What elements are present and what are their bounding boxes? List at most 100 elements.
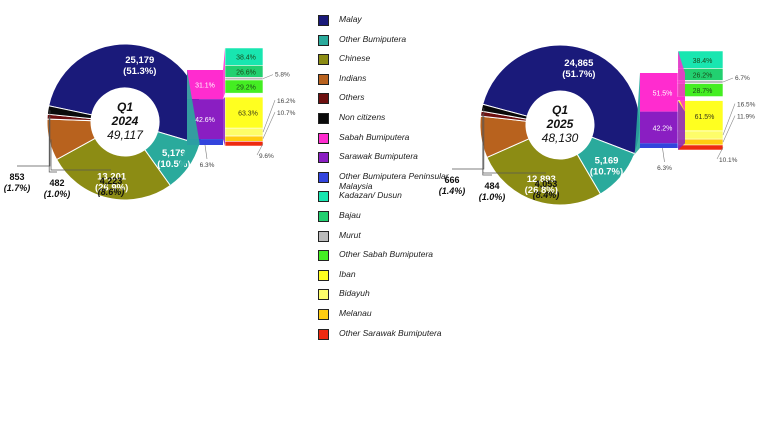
legend-item: Non citizens bbox=[318, 112, 468, 132]
legend-item: Bajau bbox=[318, 210, 468, 230]
slice-pct-label: (1.7%) bbox=[4, 183, 31, 193]
legend-item: Other Sarawak Bumiputera bbox=[318, 328, 468, 348]
slice-pct-label: (1.0%) bbox=[44, 189, 71, 199]
legend-item: Kadazan/ Dusun bbox=[318, 190, 468, 210]
sub-pct-label: 16.5% bbox=[737, 102, 756, 109]
legend-label: Bidayuh bbox=[339, 288, 370, 299]
legend-swatch bbox=[318, 152, 329, 164]
center-title-year: 2024 bbox=[111, 114, 139, 128]
pie-slice bbox=[486, 138, 602, 206]
legend-swatch bbox=[318, 230, 329, 242]
sub-connector bbox=[223, 48, 225, 100]
slice-value-label: 12,893 bbox=[527, 174, 556, 185]
legend-label: Other Bumiputera Peninsular Malaysia bbox=[339, 170, 449, 191]
center-title-total: 49,117 bbox=[107, 128, 144, 142]
breakdown-segment bbox=[640, 143, 685, 148]
legend-item: Bidayuh bbox=[318, 288, 468, 308]
legend-swatch bbox=[318, 73, 329, 85]
sub-pct-label: 10.7% bbox=[277, 110, 296, 117]
slice-value-label: 4,053 bbox=[535, 179, 558, 189]
legend-item: Other Bumiputera Peninsular Malaysia bbox=[318, 171, 468, 191]
sub-pct-label: 26.6% bbox=[236, 69, 256, 76]
legend-label: Melanau bbox=[339, 307, 372, 318]
center-title-quarter: Q1 bbox=[552, 103, 568, 117]
sub-pct-label: 29.2% bbox=[236, 85, 256, 92]
legend-item: Other Sabah Bumiputera bbox=[318, 249, 468, 269]
legend-swatch bbox=[318, 112, 329, 124]
slice-pct-label: (51.3%) bbox=[123, 66, 156, 77]
slice-value-label: 484 bbox=[484, 181, 499, 191]
chart-legend: Malay Other Bumiputera Chinese Indians O… bbox=[318, 14, 468, 347]
sub-breakdown-segment bbox=[224, 135, 264, 142]
legend-label: Murut bbox=[339, 229, 361, 240]
legend-label: Others bbox=[339, 92, 365, 103]
legend-swatch bbox=[318, 171, 329, 183]
legend-swatch bbox=[318, 250, 329, 262]
breakdown-pct-label: 51.5% bbox=[653, 90, 673, 97]
slice-pct-label: (26.9%) bbox=[95, 182, 128, 193]
leader-line bbox=[482, 113, 492, 176]
slice-pct-label: (10.5%) bbox=[157, 159, 190, 170]
sub-pct-label: 11.9% bbox=[737, 114, 755, 121]
leader-line bbox=[722, 77, 734, 83]
sub-pct-label: 9.6% bbox=[259, 153, 274, 160]
legend-label: Malay bbox=[339, 14, 362, 24]
legend-item: Melanau bbox=[318, 308, 468, 328]
breakdown-segment bbox=[640, 73, 685, 112]
sub-connector bbox=[678, 100, 685, 150]
legend-label: Non citizens bbox=[339, 111, 386, 122]
center-title-year: 2025 bbox=[546, 117, 574, 131]
slice-pct-label: (26.8%) bbox=[525, 185, 558, 196]
breakdown-pct-label: 6.3% bbox=[657, 165, 672, 172]
slice-value-label: 5,169 bbox=[595, 155, 619, 166]
legend-item: Chinese bbox=[318, 53, 468, 73]
pie-slice bbox=[480, 103, 528, 120]
sub-pct-label: 26.2% bbox=[693, 72, 713, 79]
legend-swatch bbox=[318, 34, 329, 46]
leader-line bbox=[48, 116, 57, 173]
sub-pct-label: 61.5% bbox=[695, 114, 715, 121]
slice-value-label: 853 bbox=[9, 172, 24, 182]
legend-swatch bbox=[318, 132, 329, 144]
slice-pct-label: (51.7%) bbox=[562, 69, 595, 80]
breakdown-segment bbox=[187, 70, 223, 100]
legend-label: Sabah Bumiputera bbox=[339, 131, 410, 142]
slice-pct-label: (10.7%) bbox=[590, 166, 623, 177]
slice-value-label: 666 bbox=[444, 175, 459, 185]
legend-swatch bbox=[318, 328, 329, 340]
legend-swatch bbox=[318, 210, 329, 222]
sub-connector bbox=[678, 51, 685, 112]
sub-pct-label: 63.3% bbox=[238, 111, 258, 118]
leader-line bbox=[256, 143, 264, 156]
sub-breakdown-segment bbox=[224, 140, 264, 147]
legend-swatch bbox=[318, 15, 329, 26]
legend-item: Indians bbox=[318, 73, 468, 93]
legend-item: Other Bumiputera bbox=[318, 34, 468, 54]
slice-value-label: 13,201 bbox=[97, 171, 127, 182]
sub-pct-label: 6.7% bbox=[735, 75, 750, 82]
legend-swatch bbox=[318, 54, 329, 66]
pie-slice bbox=[46, 105, 93, 120]
leader-line bbox=[17, 110, 51, 167]
leader-line bbox=[262, 111, 276, 139]
slice-value-label: 4,223 bbox=[100, 176, 123, 186]
legend-swatch bbox=[318, 93, 329, 105]
sub-breakdown-segment bbox=[224, 127, 264, 137]
slice-value-label: 25,179 bbox=[125, 55, 154, 66]
slice-pct-label: (1.4%) bbox=[439, 186, 466, 196]
legend-item: Iban bbox=[318, 269, 468, 289]
center-title-total: 48,130 bbox=[542, 131, 579, 145]
slice-pct-label: (1.0%) bbox=[479, 192, 506, 202]
slice-pct-label: (8.6%) bbox=[98, 187, 125, 197]
sub-breakdown-segment bbox=[224, 77, 264, 81]
leader-line bbox=[716, 147, 724, 160]
slice-value-label: 482 bbox=[49, 178, 64, 188]
sub-breakdown-segment bbox=[677, 144, 724, 151]
legend-item: Sarawak Bumiputera bbox=[318, 151, 468, 171]
breakdown-pct-label: 42.2% bbox=[653, 125, 673, 132]
leader-line bbox=[722, 115, 736, 143]
legend-swatch bbox=[318, 191, 329, 203]
breakdown-pct-label: 6.3% bbox=[200, 162, 215, 169]
